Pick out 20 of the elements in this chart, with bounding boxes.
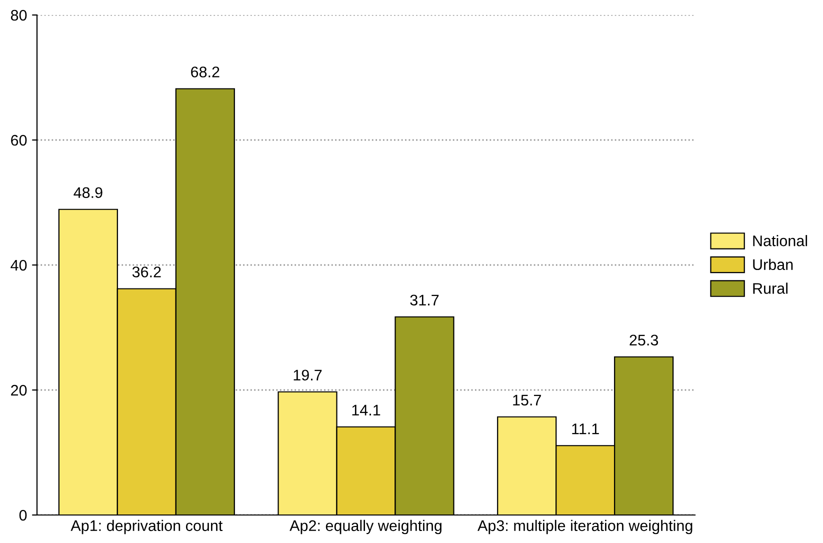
- legend-label: National: [753, 235, 808, 246]
- data-label: 36.2: [132, 266, 161, 278]
- legend-label: Urban: [753, 258, 793, 270]
- data-label: 14.1: [352, 404, 380, 416]
- data-label: 25.3: [630, 334, 658, 346]
- x-tick-label: Ap1: deprivation count: [70, 520, 223, 534]
- data-label: 15.7: [513, 394, 541, 406]
- y-tick-label: 80: [10, 10, 27, 21]
- y-tick-label: 20: [11, 384, 27, 396]
- legend-label: Rural: [753, 282, 788, 294]
- data-label: 48.9: [74, 187, 102, 198]
- y-tick-label: 60: [11, 134, 27, 146]
- data-label: 19.7: [294, 370, 322, 381]
- x-tick-label: Ap3: multiple iteration weighting: [478, 520, 692, 534]
- data-label: 68.2: [191, 66, 220, 78]
- x-tick-label: Ap2: equally weighting: [290, 520, 442, 534]
- y-tick-label: 0: [19, 510, 27, 521]
- y-tick-label: 40: [10, 260, 27, 271]
- data-label: 11.1: [572, 424, 599, 434]
- data-label: 31.7: [410, 294, 439, 306]
